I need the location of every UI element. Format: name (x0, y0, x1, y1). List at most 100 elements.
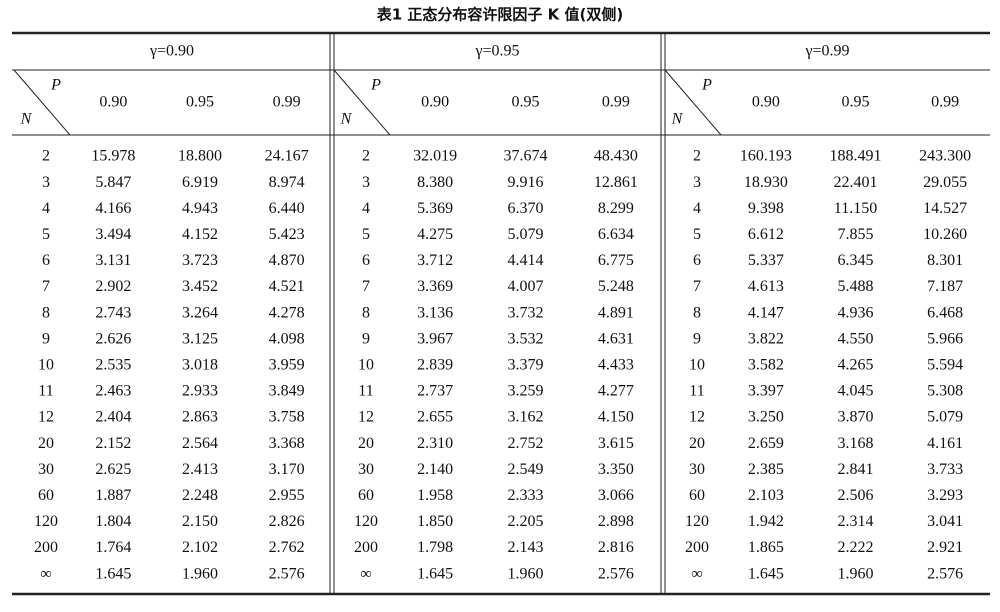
row-n: 4 (42, 200, 50, 217)
cell: 4.891 (598, 304, 634, 321)
row-n: 5 (693, 226, 701, 243)
corner-p: P (370, 77, 381, 94)
cell: 3.758 (269, 409, 305, 426)
cell: 22.401 (834, 174, 878, 191)
row-n: 4 (693, 200, 701, 217)
cell: 3.452 (182, 278, 218, 295)
row-n: 8 (362, 304, 370, 321)
cell: 4.631 (598, 330, 634, 347)
cell: 3.368 (269, 435, 305, 452)
cell: 2.564 (182, 435, 218, 452)
cell: 2.863 (182, 409, 218, 426)
row-n: 20 (38, 435, 54, 452)
cell: 5.423 (269, 226, 305, 243)
cell: 2.310 (417, 435, 453, 452)
cell: 6.775 (598, 252, 634, 269)
cell: 5.847 (95, 174, 131, 191)
cell: 1.887 (95, 487, 131, 504)
row-n: 60 (689, 487, 705, 504)
row-n: 200 (354, 539, 378, 556)
cell: 2.576 (927, 565, 963, 582)
row-n: 4 (362, 200, 370, 217)
cell: 37.674 (504, 148, 548, 165)
cell: 2.413 (182, 461, 218, 478)
cell: 2.659 (748, 435, 784, 452)
cell: 2.506 (838, 487, 874, 504)
corner-p: P (50, 77, 61, 94)
row-n: 12 (358, 409, 374, 426)
row-n: 120 (354, 513, 378, 530)
cell: 8.380 (417, 174, 453, 191)
cell: 1.764 (95, 539, 131, 556)
row-n: 11 (689, 383, 704, 400)
cell: 4.147 (748, 304, 784, 321)
cell: 243.300 (919, 148, 971, 165)
row-n: 11 (358, 383, 373, 400)
row-n: 60 (358, 487, 374, 504)
cell: 3.732 (508, 304, 544, 321)
cell: 5.337 (748, 252, 784, 269)
cell: 5.248 (598, 278, 634, 295)
cell: 2.314 (838, 513, 874, 530)
cell: 6.919 (182, 174, 218, 191)
cell: 3.494 (95, 226, 131, 243)
cell: 5.594 (927, 356, 963, 373)
cell: 9.916 (508, 174, 544, 191)
cell: 4.278 (269, 304, 305, 321)
cell: 2.103 (748, 487, 784, 504)
cell: 4.414 (508, 252, 544, 269)
cell: 2.102 (182, 539, 218, 556)
row-n: 2 (42, 148, 50, 165)
cell: 4.007 (508, 278, 544, 295)
row-n: 10 (358, 356, 374, 373)
cell: 9.398 (748, 200, 784, 217)
row-n: 30 (358, 461, 374, 478)
row-n: 60 (38, 487, 54, 504)
cell: 2.841 (838, 461, 874, 478)
cell: 3.162 (508, 409, 544, 426)
cell: 5.369 (417, 200, 453, 217)
cell: 2.463 (95, 383, 131, 400)
corner-diagonal (13, 69, 71, 136)
cell: 2.248 (182, 487, 218, 504)
cell: 3.136 (417, 304, 453, 321)
cell: 3.712 (417, 252, 453, 269)
cell: 3.723 (182, 252, 218, 269)
cell: 1.645 (417, 565, 453, 582)
cell: 2.752 (508, 435, 544, 452)
cell: 4.277 (598, 383, 634, 400)
corner-diagonal (664, 69, 722, 136)
cell: 2.150 (182, 513, 218, 530)
cell: 2.898 (598, 513, 634, 530)
cell: 2.743 (95, 304, 131, 321)
cell: 8.299 (598, 200, 634, 217)
cell: 7.855 (838, 226, 874, 243)
row-n: 10 (689, 356, 705, 373)
cell: 12.861 (594, 174, 638, 191)
cell: 3.582 (748, 356, 784, 373)
cell: 2.143 (508, 539, 544, 556)
group-label: γ=0.95 (474, 43, 519, 60)
cell: 2.333 (508, 487, 544, 504)
cell: 29.055 (923, 174, 967, 191)
cell: 2.839 (417, 356, 453, 373)
cell: 6.440 (269, 200, 305, 217)
cell: 188.491 (830, 148, 882, 165)
cell: 15.978 (91, 148, 135, 165)
cell: 2.933 (182, 383, 218, 400)
cell: 24.167 (265, 148, 309, 165)
cell: 3.250 (748, 409, 784, 426)
corner-diagonal (333, 69, 391, 136)
cell: 1.645 (748, 565, 784, 582)
cell: 2.535 (95, 356, 131, 373)
row-n: 10 (38, 356, 54, 373)
cell: 5.308 (927, 383, 963, 400)
cell: 4.943 (182, 200, 218, 217)
row-n: 9 (362, 330, 370, 347)
column-header: 0.99 (602, 94, 630, 111)
column-header: 0.95 (186, 94, 214, 111)
row-n: 8 (693, 304, 701, 321)
cell: 1.850 (417, 513, 453, 530)
cell: 4.265 (838, 356, 874, 373)
